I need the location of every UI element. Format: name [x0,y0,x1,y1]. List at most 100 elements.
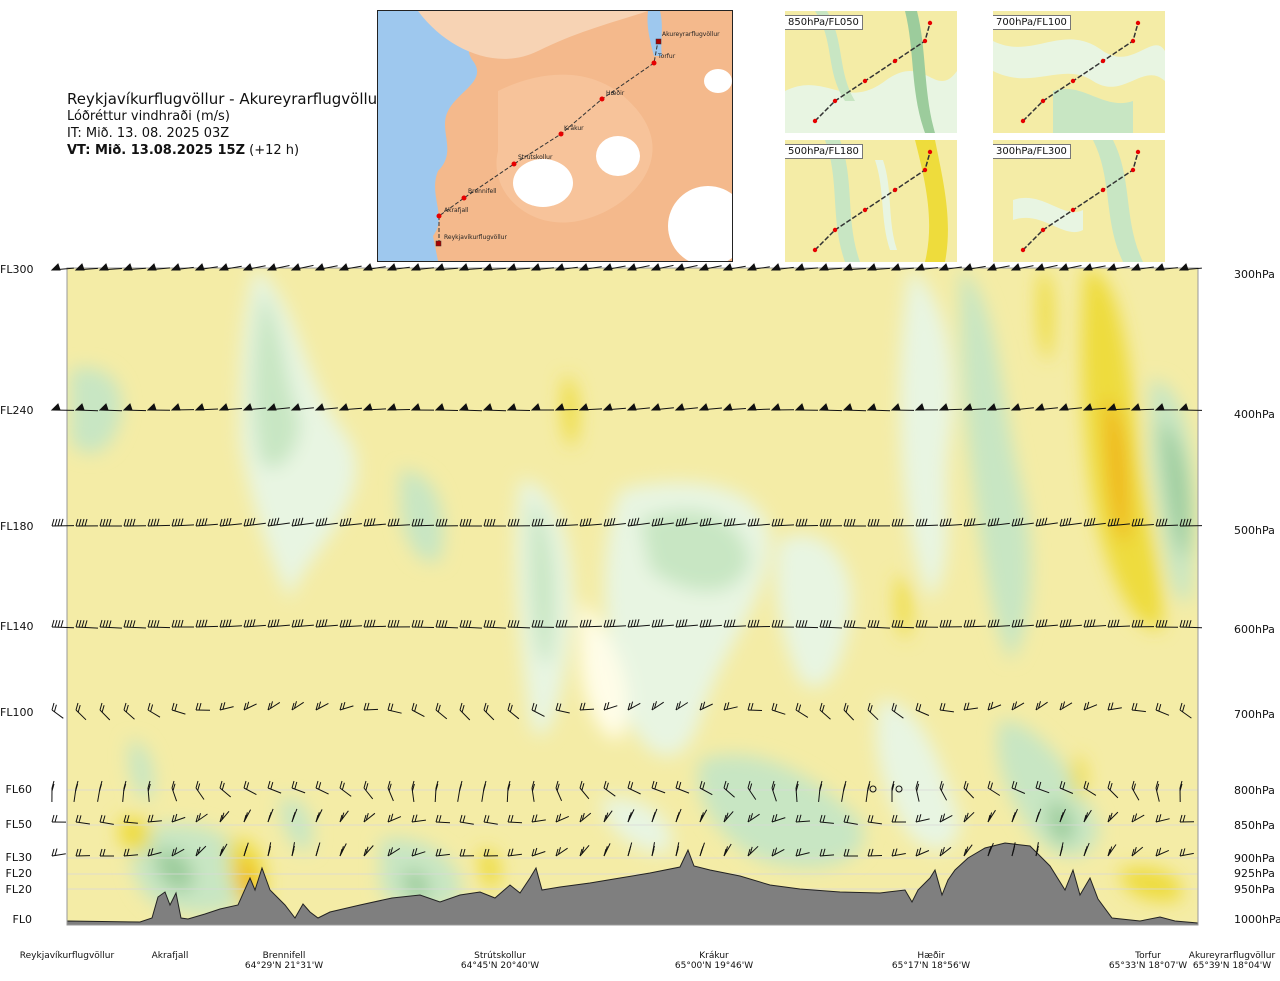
wind-barb-feather [1182,518,1186,527]
wind-barb-flag [890,263,901,271]
wind-barb-flag [722,263,733,271]
wind-barb-feather [75,814,79,823]
wind-barb-feather [438,815,442,823]
wind-barb [699,809,708,823]
wind-barb-feather [1041,518,1045,526]
wind-barb-feather [726,619,730,627]
wind-barb [819,267,842,271]
wind-barb-feather [699,619,703,628]
wind-barb-feather [531,780,535,789]
wind-barb-flag [602,263,613,271]
wind-barb-feather [990,701,994,710]
wind-barb-feather [318,619,322,627]
wind-barb-feather [891,518,895,527]
wind-barb-feather [492,518,496,527]
wind-barb-feather [54,814,58,823]
wind-barb [723,843,732,857]
wind-barb-feather [1012,812,1016,820]
wind-barb-flag [626,403,637,411]
wind-barb-flag [530,263,541,271]
wind-barb-feather [609,518,613,526]
wind-barb-feather [1059,780,1063,789]
wind-barb-feather [75,848,79,857]
wind-barb-feather [1116,619,1120,627]
wind-barb-flag [962,403,973,411]
wind-barb-feather [1113,619,1117,627]
wind-barb [819,821,834,824]
wind-barb-feather [244,845,248,854]
wind-barb-feather [747,518,751,527]
wind-barb-feather [750,702,754,711]
wind-barb-feather [891,783,895,792]
wind-barb-feather [749,783,753,791]
wind-barb-feather [867,702,871,711]
wind-barb [123,854,139,857]
wind-barb-feather [676,845,680,854]
wind-barb-feather [774,518,778,527]
wind-barb [171,266,194,271]
wind-barb-feather [996,517,1000,526]
wind-barb-feather [942,703,946,711]
wind-barb [123,709,135,720]
wind-barb-feather [537,619,541,628]
wind-barb-feather [294,518,298,526]
wind-barb-feather [267,619,271,628]
wind-barb-feather [126,619,130,628]
wind-barb-flag [50,403,61,411]
wind-barb-flag [818,263,829,271]
wind-barb-feather [75,783,79,792]
wind-barb-feather [1158,847,1162,855]
wind-barb [819,409,843,412]
wind-barb [963,265,986,271]
wind-barb-feather [1134,619,1138,628]
wind-barb-feather [915,518,919,527]
wind-barb [1083,842,1090,857]
wind-barb [1083,704,1098,711]
wind-barb-feather [75,702,79,711]
wind-barb [171,787,178,802]
wind-barb-feather [702,782,706,790]
wind-barb [627,809,635,823]
wind-barb-feather [579,702,583,711]
wind-barb-feather [393,518,397,526]
wind-barb-feather [465,518,469,527]
wind-barb-feather [420,620,424,628]
wind-barb [1011,842,1016,857]
wind-barb [459,626,483,629]
wind-barb-feather [388,783,392,791]
wind-barb-feather [869,704,873,713]
wind-barb [99,709,111,721]
wind-barb-flag [530,403,541,411]
wind-barb-feather [99,783,102,792]
wind-barb [723,787,735,798]
wind-barb-feather [486,518,490,527]
wind-barb-feather [1131,780,1135,789]
wind-barb-feather [78,815,82,823]
wind-barb-flag [914,403,925,411]
wind-barb [915,267,938,271]
wind-barb-feather [1059,848,1063,857]
wind-barb-feather [915,814,919,823]
wind-barb-feather [972,619,976,627]
wind-barb-flag [1058,403,1069,411]
wind-barb-feather [1044,619,1048,627]
wind-barb-feather [603,848,607,857]
wind-barb [315,407,338,411]
wind-barb-feather [651,780,655,789]
wind-barb-feather [246,518,250,526]
wind-barb-flag [674,403,685,411]
wind-barb-feather [1155,848,1159,857]
wind-barb-flag [986,263,997,271]
wind-barb-feather [1086,782,1090,790]
wind-barb-flag [458,403,469,411]
wind-barb-feather [1155,814,1159,823]
wind-barb-feather [939,619,943,628]
wind-barb-feather [867,619,871,628]
wind-barb [243,265,266,271]
wind-barb [531,787,535,802]
wind-barb [291,701,304,711]
wind-barb [987,704,1002,711]
wind-barb [795,852,810,857]
wind-barb-feather [150,848,154,856]
wind-barb [1131,408,1155,411]
